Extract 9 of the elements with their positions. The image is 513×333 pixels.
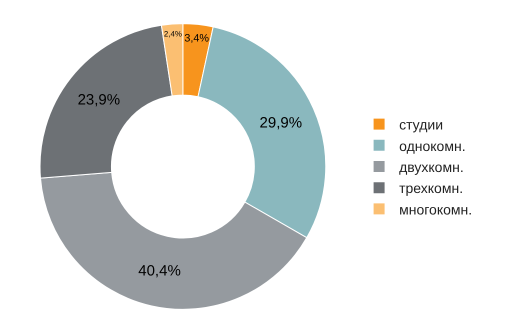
data-label: 40,4% xyxy=(138,262,181,280)
legend-label: студии xyxy=(399,116,444,133)
data-label: 29,9% xyxy=(260,114,302,132)
legend-label: двухкомн. xyxy=(399,158,464,175)
legend-label: трехкомн. xyxy=(399,180,464,196)
data-label: 3,4% xyxy=(184,32,210,44)
legend-label: однокомн. xyxy=(399,138,466,154)
data-label: 23,9% xyxy=(78,92,120,109)
legend-label: многокомн. xyxy=(399,201,472,218)
